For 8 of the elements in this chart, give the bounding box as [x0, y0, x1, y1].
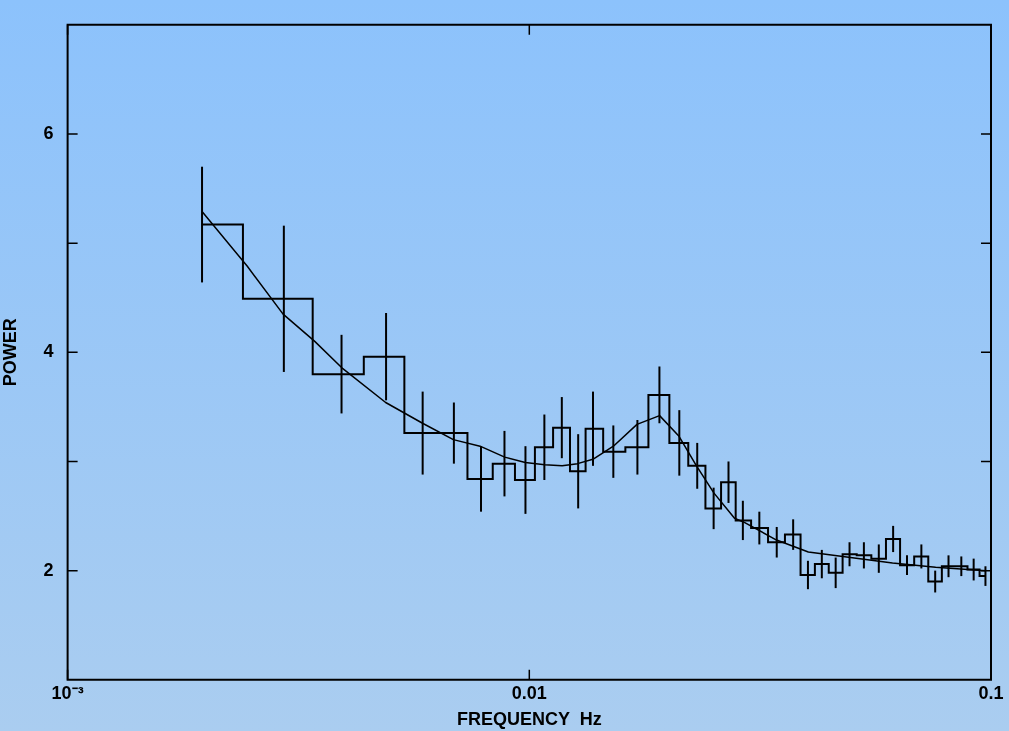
- y-tick-label: 6: [43, 122, 54, 143]
- y-axis-title: POWER: [0, 318, 20, 387]
- x-tick-label: 0.01: [511, 682, 547, 703]
- x-axis-title: FREQUENCY Hz: [456, 709, 602, 730]
- y-tick-label: 2: [43, 559, 54, 580]
- x-tick-label: 10⁻³: [51, 682, 84, 703]
- y-tick-label: 4: [43, 341, 54, 362]
- x-tick-label: 0.1: [978, 682, 1004, 703]
